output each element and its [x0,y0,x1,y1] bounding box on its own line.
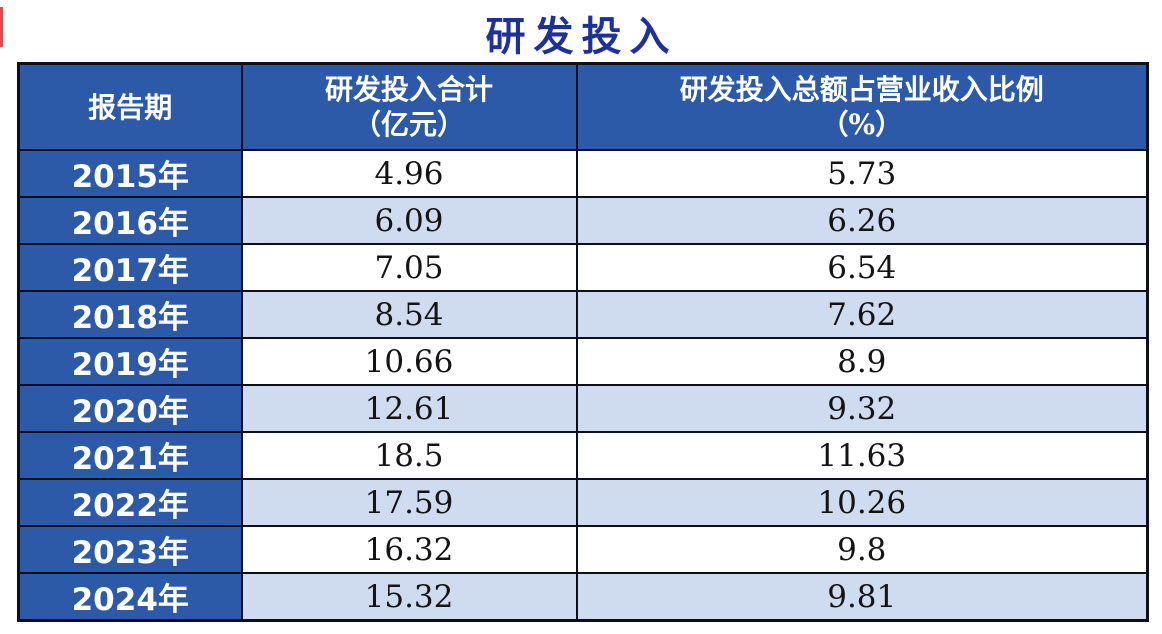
ratio-cell: 6.26 [575,196,1149,245]
period-cell: 2022年 [17,478,243,527]
page-title: 研发投入 [485,13,678,60]
ratio-cell: 8.9 [575,337,1149,386]
ratio-cell: 9.81 [575,572,1149,622]
header-label-line2: （%） [820,108,904,141]
column-header-rd-total: 研发投入合计 （亿元） [240,62,578,151]
column-header-report-period: 报告期 [17,62,243,151]
period-cell: 2016年 [17,196,243,245]
ratio-cell: 10.26 [575,478,1149,527]
header-label: 报告期 [88,90,173,124]
rd-total-cell: 10.66 [240,337,578,386]
period-cell: 2020年 [17,384,243,433]
rd-total-cell: 8.54 [240,290,578,339]
header-label-line1: 研发投入总额占营业收入比例 [679,73,1044,106]
rd-total-cell: 17.59 [240,478,578,527]
header-label-line1: 研发投入合计 [324,73,493,106]
ratio-cell: 9.8 [575,525,1149,574]
ratio-cell: 7.62 [575,290,1149,339]
period-cell: 2023年 [17,525,243,574]
table-row: 2021年 18.5 11.63 [17,431,1149,480]
rd-total-cell: 18.5 [240,431,578,480]
ratio-cell: 11.63 [575,431,1149,480]
table-row: 2023年 16.32 9.8 [17,525,1149,574]
ratio-cell: 6.54 [575,243,1149,292]
table-row: 2019年 10.66 8.9 [17,337,1149,386]
rd-total-cell: 4.96 [240,149,578,198]
table-row: 2017年 7.05 6.54 [17,243,1149,292]
table-header-row: 报告期 研发投入合计 （亿元） 研发投入总额占营业收入比例 （%） [17,62,1149,151]
header-label-line2: （亿元） [352,108,465,141]
table-row: 2016年 6.09 6.26 [17,196,1149,245]
period-cell: 2024年 [17,572,243,622]
period-cell: 2019年 [17,337,243,386]
table-row: 2024年 15.32 9.81 [17,572,1149,622]
rd-total-cell: 6.09 [240,196,578,245]
ratio-cell: 9.32 [575,384,1149,433]
period-cell: 2018年 [17,290,243,339]
column-header-rd-ratio: 研发投入总额占营业收入比例 （%） [575,62,1149,151]
period-cell: 2017年 [17,243,243,292]
rd-total-cell: 16.32 [240,525,578,574]
rd-total-cell: 15.32 [240,572,578,622]
rd-investment-table: 报告期 研发投入合计 （亿元） 研发投入总额占营业收入比例 （%） 2015年 … [17,62,1149,622]
table-row: 2020年 12.61 9.32 [17,384,1149,433]
ratio-cell: 5.73 [575,149,1149,198]
rd-total-cell: 7.05 [240,243,578,292]
table-row: 2015年 4.96 5.73 [17,149,1149,198]
rd-total-cell: 12.61 [240,384,578,433]
table-row: 2022年 17.59 10.26 [17,478,1149,527]
table-row: 2018年 8.54 7.62 [17,290,1149,339]
period-cell: 2021年 [17,431,243,480]
red-marker-artifact [0,7,3,47]
period-cell: 2015年 [17,149,243,198]
